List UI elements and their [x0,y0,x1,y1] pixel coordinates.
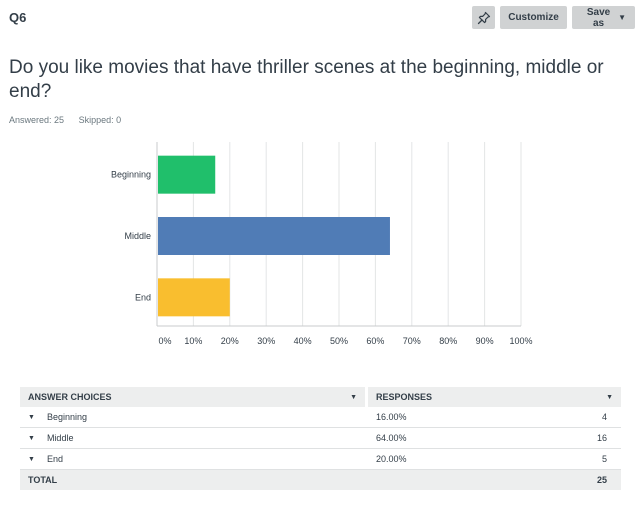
bar [158,217,390,255]
choice-label: Beginning [46,412,87,422]
bar-category-label: Beginning [111,170,151,180]
response-percent: 16.00% [376,412,407,422]
response-count: 4 [601,412,607,422]
header-answer-choices-label: ANSWER CHOICES [28,392,112,402]
bar-chart: 0% 10% 20% 30% 40% 50% 60% 70% 80% 90% 100% Beginni… [111,142,533,346]
bar [158,278,230,317]
choice-cell: ▼ Beginning [20,407,365,427]
total-label-cell: TOTAL [20,470,365,490]
pin-icon [477,11,490,24]
x-tick-label: 0% [158,336,171,346]
header-responses-label: RESPONSES [376,392,433,402]
x-tick-label: 20% [221,336,239,346]
answered-count: Answered: 25 [9,115,65,125]
x-tick-label: 100% [509,336,532,346]
skipped-count: Skipped: 0 [78,115,122,125]
x-tick-label: 60% [366,336,384,346]
question-title: Do you like movies that have thriller sc… [9,57,604,102]
x-tick-label: 70% [403,336,421,346]
expand-caret-icon[interactable]: ▼ [28,434,35,442]
toolbar: Customize Save as ▼ [472,6,635,29]
response-cell: 64.00% 16 [365,428,621,448]
table-header: ANSWER CHOICES ▼ RESPONSES ▼ [20,387,621,407]
response-count: 5 [601,454,607,464]
x-tick-label: 30% [257,336,275,346]
x-tick-label: 10% [184,336,202,346]
table-total-row: TOTAL 25 [20,470,621,490]
table-row[interactable]: ▼ End 20.00% 5 [20,449,621,470]
question-number: Q6 [9,10,27,25]
pin-button[interactable] [472,6,495,29]
choice-label: Middle [46,433,74,443]
header-responses[interactable]: RESPONSES ▼ [365,387,621,407]
save-as-button[interactable]: Save as ▼ [572,6,635,29]
responses-table: ANSWER CHOICES ▼ RESPONSES ▼ ▼ Beginning… [20,387,621,490]
response-percent: 20.00% [376,454,407,464]
total-count-cell: 25 [365,470,621,490]
response-cell: 20.00% 5 [365,449,621,469]
choice-cell: ▼ Middle [20,428,365,448]
response-cell: 16.00% 4 [365,407,621,427]
sort-down-icon[interactable]: ▼ [606,393,613,401]
bar [158,155,216,194]
bar-category-label: Middle [124,231,151,241]
response-percent: 64.00% [376,433,407,443]
table-row[interactable]: ▼ Beginning 16.00% 4 [20,407,621,428]
total-count: 25 [596,475,607,485]
response-stats: Answered: 25 Skipped: 0 [9,115,121,125]
caret-down-icon: ▼ [618,13,626,22]
sort-down-icon[interactable]: ▼ [350,393,357,401]
choice-label: End [46,454,63,464]
total-label: TOTAL [28,475,58,485]
expand-caret-icon[interactable]: ▼ [28,455,35,463]
customize-button[interactable]: Customize [500,6,567,29]
x-tick-label: 40% [294,336,312,346]
x-tick-label: 90% [476,336,494,346]
save-as-label: Save as [586,6,611,29]
expand-caret-icon[interactable]: ▼ [28,413,35,421]
table-row[interactable]: ▼ Middle 64.00% 16 [20,428,621,449]
header-answer-choices[interactable]: ANSWER CHOICES ▼ [20,387,365,407]
bar-category-label: End [135,292,151,302]
response-count: 16 [596,433,607,443]
x-tick-label: 80% [439,336,457,346]
choice-cell: ▼ End [20,449,365,469]
x-tick-label: 50% [330,336,348,346]
